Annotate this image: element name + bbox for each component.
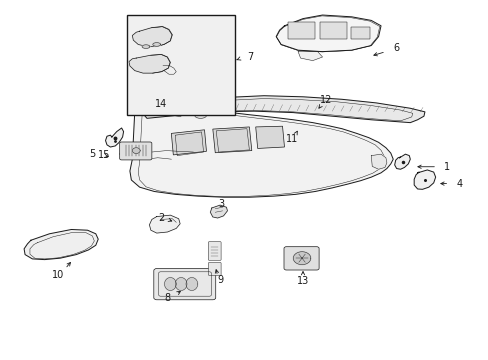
Text: 9: 9 bbox=[217, 275, 223, 285]
Polygon shape bbox=[171, 130, 206, 155]
Bar bbox=[127, 15, 234, 116]
Polygon shape bbox=[394, 154, 409, 169]
Polygon shape bbox=[185, 278, 197, 291]
Polygon shape bbox=[413, 170, 435, 189]
Polygon shape bbox=[293, 252, 310, 265]
FancyBboxPatch shape bbox=[208, 262, 221, 275]
FancyBboxPatch shape bbox=[284, 247, 319, 270]
Text: 6: 6 bbox=[393, 43, 399, 53]
Text: 3: 3 bbox=[218, 199, 224, 210]
Polygon shape bbox=[298, 51, 322, 60]
Polygon shape bbox=[212, 127, 251, 153]
Text: 8: 8 bbox=[164, 293, 170, 303]
Polygon shape bbox=[194, 113, 206, 118]
Polygon shape bbox=[164, 278, 176, 291]
Text: 1: 1 bbox=[443, 162, 449, 172]
FancyBboxPatch shape bbox=[154, 269, 215, 300]
Polygon shape bbox=[130, 107, 392, 197]
Polygon shape bbox=[24, 229, 98, 260]
Polygon shape bbox=[350, 27, 369, 39]
Text: 10: 10 bbox=[52, 270, 64, 280]
Polygon shape bbox=[144, 96, 424, 123]
Text: 12: 12 bbox=[320, 95, 332, 105]
Polygon shape bbox=[210, 205, 227, 218]
Polygon shape bbox=[142, 45, 150, 48]
Polygon shape bbox=[171, 104, 188, 117]
Polygon shape bbox=[149, 215, 180, 233]
Polygon shape bbox=[370, 154, 386, 169]
Text: 11: 11 bbox=[285, 134, 298, 144]
Polygon shape bbox=[255, 126, 284, 148]
Text: 14: 14 bbox=[154, 99, 166, 109]
FancyBboxPatch shape bbox=[120, 142, 152, 160]
Polygon shape bbox=[132, 148, 140, 153]
Text: 7: 7 bbox=[247, 52, 253, 62]
Polygon shape bbox=[132, 27, 172, 46]
Polygon shape bbox=[129, 54, 170, 73]
Polygon shape bbox=[276, 15, 380, 51]
Text: 4: 4 bbox=[456, 179, 462, 189]
Polygon shape bbox=[175, 278, 186, 291]
Polygon shape bbox=[288, 22, 315, 39]
Polygon shape bbox=[153, 42, 160, 46]
Text: 15: 15 bbox=[98, 150, 110, 160]
Text: 5: 5 bbox=[89, 149, 95, 159]
Text: 13: 13 bbox=[296, 276, 308, 286]
Polygon shape bbox=[320, 22, 346, 39]
Polygon shape bbox=[105, 128, 123, 147]
FancyBboxPatch shape bbox=[208, 242, 221, 260]
Text: 2: 2 bbox=[158, 213, 164, 222]
